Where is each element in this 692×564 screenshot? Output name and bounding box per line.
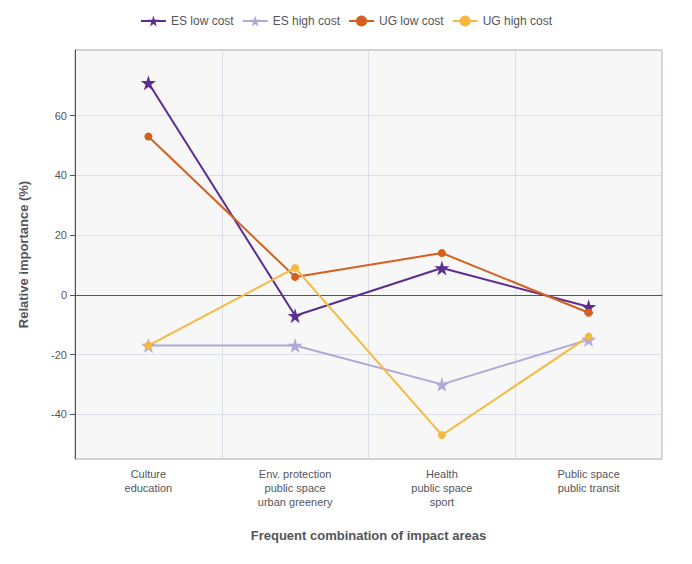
svg-text:Health: Health xyxy=(426,468,458,480)
svg-text:sport: sport xyxy=(430,496,454,508)
svg-text:-40: -40 xyxy=(51,408,67,420)
svg-text:Frequent combination of impact: Frequent combination of impact areas xyxy=(251,528,487,543)
svg-text:ES low cost: ES low cost xyxy=(171,14,234,28)
svg-text:60: 60 xyxy=(55,110,67,122)
svg-text:public space: public space xyxy=(411,482,472,494)
svg-text:Public space: Public space xyxy=(557,468,619,480)
svg-text:ES high cost: ES high cost xyxy=(273,14,341,28)
svg-text:UG low cost: UG low cost xyxy=(379,14,444,28)
svg-text:urban greenery: urban greenery xyxy=(258,496,333,508)
svg-text:Env. protection: Env. protection xyxy=(259,468,332,480)
svg-text:Culture: Culture xyxy=(131,468,166,480)
svg-text:education: education xyxy=(125,482,173,494)
svg-text:Relative importance (%): Relative importance (%) xyxy=(16,181,31,328)
svg-text:public space: public space xyxy=(265,482,326,494)
svg-text:UG high cost: UG high cost xyxy=(483,14,553,28)
svg-text:40: 40 xyxy=(55,169,67,181)
svg-text:0: 0 xyxy=(61,289,67,301)
svg-text:public transit: public transit xyxy=(558,482,620,494)
svg-text:20: 20 xyxy=(55,229,67,241)
svg-text:-20: -20 xyxy=(51,349,67,361)
